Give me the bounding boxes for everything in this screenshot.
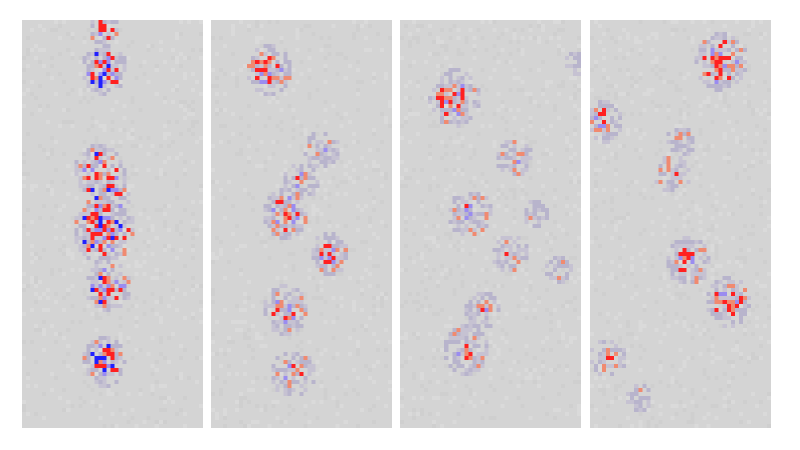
heatmap-panel-4 — [590, 20, 771, 428]
heatmap-panel-2 — [211, 20, 392, 428]
heatmap-panel-3 — [400, 20, 581, 428]
heatmap-panel-1 — [22, 20, 203, 428]
